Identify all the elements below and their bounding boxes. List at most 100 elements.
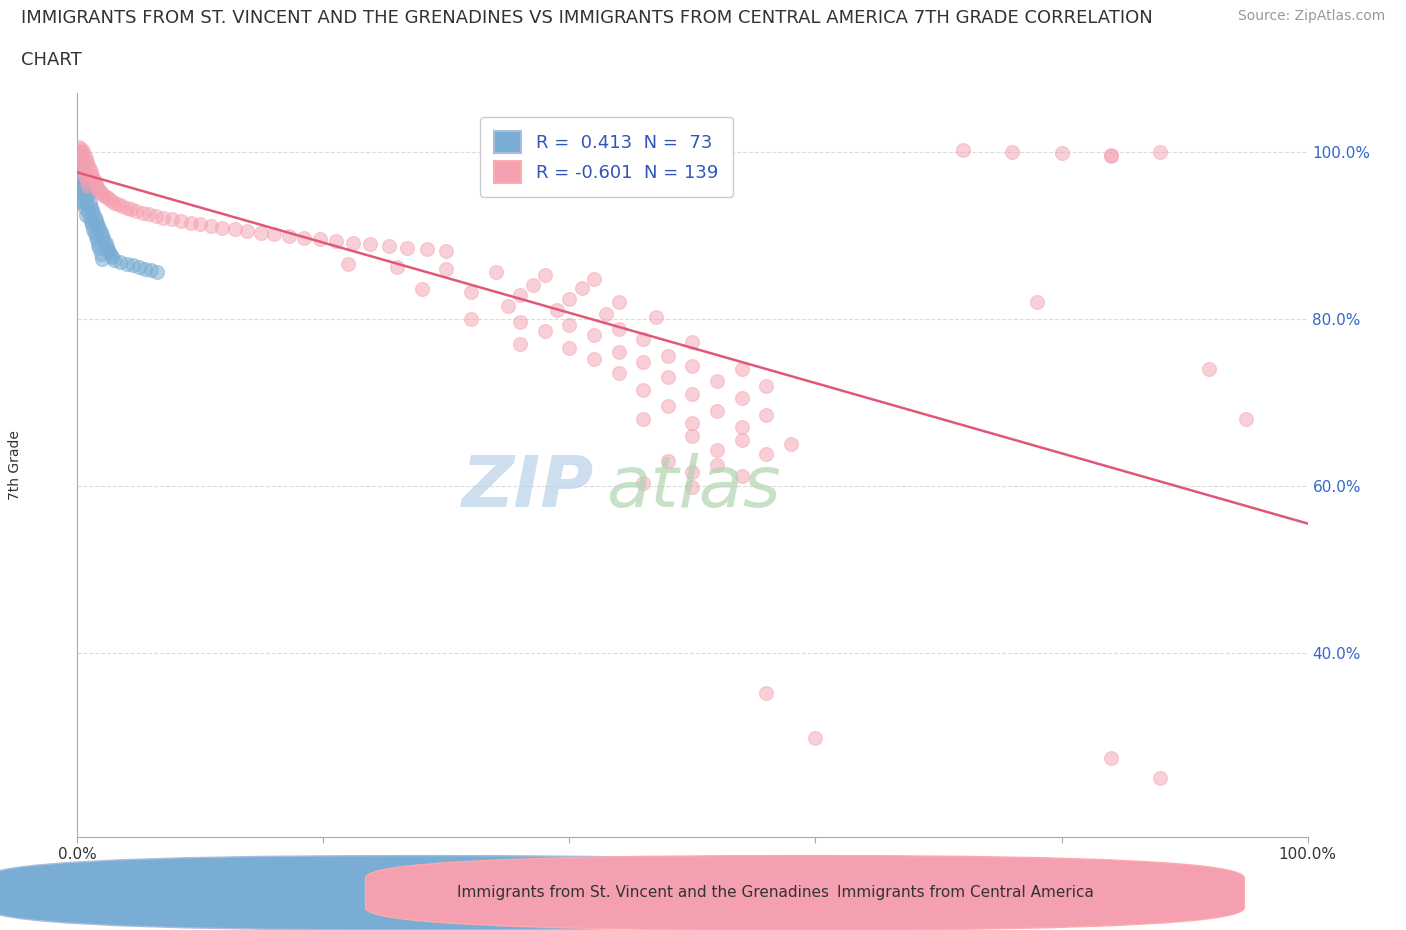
Point: [607, 365, 630, 380]
Point: [77, 158, 100, 173]
Point: [682, 416, 704, 431]
Point: [249, 225, 271, 240]
Point: [87, 219, 110, 234]
Point: [509, 288, 531, 303]
Point: [706, 458, 728, 472]
Point: [731, 391, 754, 405]
Point: [93, 189, 115, 204]
Point: [83, 226, 105, 241]
Point: [292, 231, 315, 246]
Point: [90, 224, 112, 239]
Point: [89, 241, 111, 256]
Point: [80, 214, 103, 229]
Point: [90, 246, 112, 261]
Point: [236, 223, 259, 238]
Point: [952, 142, 974, 157]
Point: [436, 261, 458, 276]
Point: [1099, 148, 1122, 163]
Point: [80, 165, 103, 179]
Text: atlas: atlas: [606, 453, 780, 522]
Point: [308, 232, 330, 246]
Point: [67, 167, 90, 182]
Point: [72, 156, 94, 171]
Point: [706, 374, 728, 389]
Point: [115, 200, 138, 215]
Point: [657, 454, 679, 469]
Point: [67, 149, 90, 164]
Point: [633, 331, 655, 346]
Point: [607, 345, 630, 360]
Point: [77, 205, 100, 219]
Point: [70, 141, 93, 156]
Point: [682, 464, 704, 479]
Point: [94, 236, 117, 251]
Point: [73, 164, 96, 179]
Point: [107, 197, 129, 212]
Point: [70, 189, 93, 204]
Text: IMMIGRANTS FROM ST. VINCENT AND THE GRENADINES VS IMMIGRANTS FROM CENTRAL AMERIC: IMMIGRANTS FROM ST. VINCENT AND THE GREN…: [21, 9, 1153, 27]
Point: [66, 157, 89, 172]
Point: [804, 731, 827, 746]
Point: [69, 151, 91, 166]
Point: [644, 310, 666, 325]
Point: [145, 208, 167, 223]
Point: [80, 199, 103, 214]
Point: [534, 324, 557, 339]
Point: [682, 429, 704, 444]
Point: [67, 161, 90, 176]
Point: [70, 156, 93, 171]
Point: [682, 335, 704, 350]
Point: [79, 162, 101, 177]
Point: [83, 173, 105, 188]
Point: [755, 379, 778, 393]
Point: [69, 160, 91, 175]
Point: [607, 321, 630, 336]
Point: [70, 193, 93, 207]
Point: [69, 184, 91, 199]
Point: [571, 280, 593, 295]
Point: [1050, 146, 1073, 161]
Point: [263, 227, 285, 242]
Point: [1099, 148, 1122, 163]
Point: [682, 479, 704, 494]
Point: [534, 268, 557, 283]
Point: [90, 187, 114, 202]
Point: [706, 404, 728, 418]
Point: [125, 204, 148, 219]
Point: [69, 164, 91, 179]
Point: [755, 685, 778, 700]
Point: [82, 206, 104, 220]
Point: [75, 170, 97, 185]
Point: [93, 234, 115, 249]
Point: [1149, 144, 1171, 159]
Text: Immigrants from Central America: Immigrants from Central America: [837, 885, 1094, 900]
Point: [86, 216, 108, 231]
Point: [98, 192, 121, 206]
Point: [84, 230, 107, 245]
Point: [75, 176, 97, 191]
Text: CHART: CHART: [21, 51, 82, 69]
Point: [75, 207, 97, 222]
Point: [152, 210, 174, 225]
Point: [91, 231, 114, 246]
Point: [82, 172, 104, 187]
Point: [96, 190, 118, 205]
Point: [76, 180, 98, 195]
Point: [211, 220, 233, 235]
Point: [72, 182, 94, 197]
Point: [141, 263, 163, 278]
Point: [359, 237, 381, 252]
Point: [1149, 771, 1171, 786]
Point: [79, 194, 101, 209]
Point: [558, 291, 581, 306]
Point: [780, 437, 803, 452]
Point: [70, 148, 93, 163]
Point: [70, 179, 93, 194]
Point: [633, 382, 655, 397]
Point: [69, 145, 91, 160]
Point: [76, 155, 98, 170]
Point: [70, 174, 93, 189]
Point: [325, 233, 347, 248]
Point: [160, 212, 183, 227]
Point: [73, 148, 96, 163]
